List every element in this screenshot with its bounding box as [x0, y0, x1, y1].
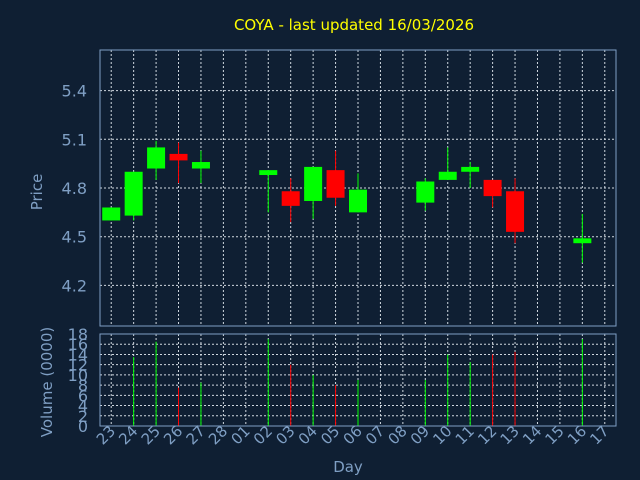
- candle-body: [416, 181, 435, 203]
- y-axis-label: Price: [28, 174, 46, 211]
- volume-tick-label: 16: [68, 335, 88, 354]
- volume-tick-label: 12: [68, 356, 88, 375]
- chart-title: COYA - last updated 16/03/2026: [234, 16, 474, 34]
- price-panel-frame: [99, 49, 617, 327]
- candle-body: [169, 153, 188, 161]
- volume-tick-label: 0: [78, 417, 88, 436]
- volume-tick-label: 6: [78, 386, 88, 405]
- candle-body: [438, 171, 457, 180]
- candle-body: [304, 166, 323, 201]
- candle-body: [483, 179, 502, 197]
- candle-body: [506, 191, 525, 232]
- volume-tick-label: 10: [68, 366, 88, 385]
- x-axis-label: Day: [333, 458, 363, 476]
- price-tick-label: 4.2: [62, 276, 87, 295]
- candle-body: [461, 166, 480, 172]
- price-tick-label: 4.5: [62, 228, 87, 247]
- price-tick-label: 4.8: [62, 179, 87, 198]
- candle-body: [124, 171, 143, 216]
- price-tick-label: 5.1: [62, 130, 87, 149]
- candle-body: [147, 147, 166, 169]
- candle-body: [191, 162, 210, 169]
- candle-body: [349, 189, 367, 213]
- candles: [102, 140, 592, 263]
- volume-tick-label: 14: [68, 345, 88, 364]
- x-ticks: 2324252627280102030405060708091011121314…: [93, 422, 613, 448]
- price-ticks: 4.2 4.5 4.8 5.1 5.4: [62, 82, 87, 296]
- candle-body: [259, 170, 278, 176]
- candle-body: [102, 207, 121, 221]
- volume-tick-label: 2: [78, 407, 88, 426]
- candle-body: [281, 191, 300, 206]
- volume-panel-frame: [99, 333, 617, 427]
- candle-body: [326, 170, 345, 198]
- volume-tick-label: 8: [78, 376, 88, 395]
- volume-axis-label: Volume (0000): [38, 327, 56, 437]
- price-tick-label: 5.4: [62, 82, 87, 101]
- volume-tick-label: 4: [78, 397, 88, 416]
- volume-tick-label: 18: [68, 325, 88, 344]
- volume-bars: [133, 339, 583, 426]
- candle-body: [573, 238, 592, 244]
